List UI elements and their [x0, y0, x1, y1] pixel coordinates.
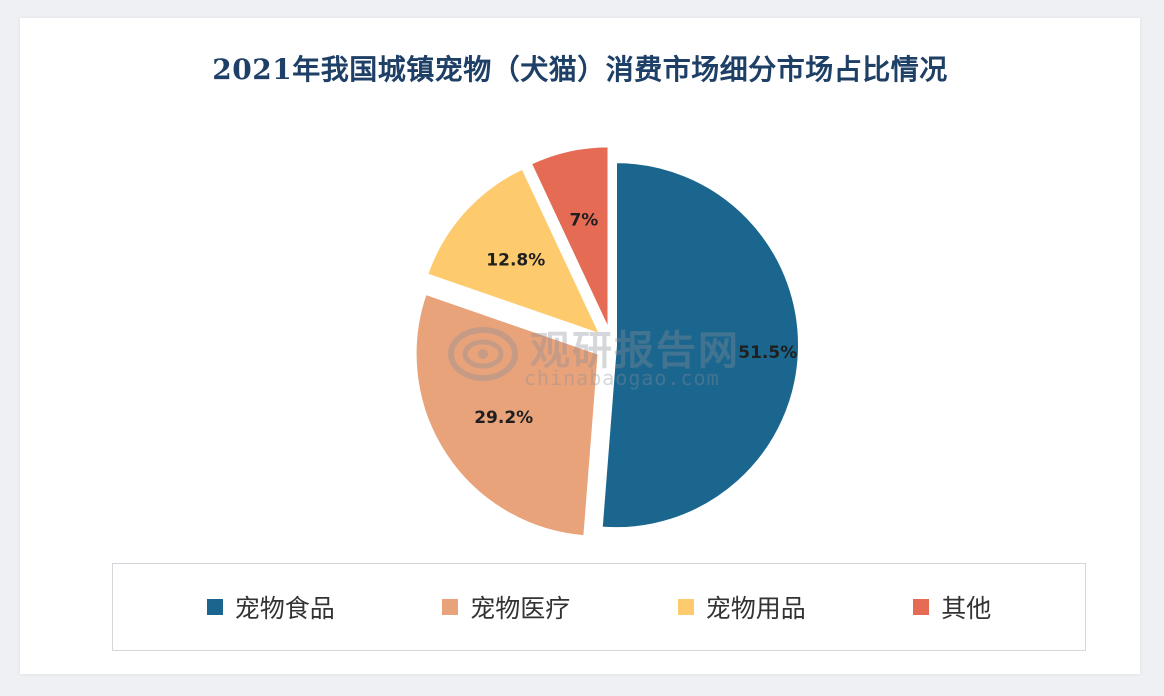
- legend-label: 宠物医疗: [470, 594, 571, 623]
- pie-slice-4: [529, 145, 610, 330]
- legend-label: 其他: [941, 594, 992, 623]
- legend-swatch: [677, 599, 694, 615]
- legend-item-3: 宠物用品: [677, 589, 806, 625]
- chart-title: 2021年我国城镇宠物（犬猫）消费市场细分市场占比情况: [212, 53, 948, 86]
- chart-card: 2021年我国城镇宠物（犬猫）消费市场细分市场占比情况 51.5% 29.2% 12…: [20, 18, 1140, 674]
- legend-label: 宠物食品: [234, 594, 335, 623]
- pie-label-3: 12.8%: [486, 250, 545, 270]
- legend-swatch: [913, 599, 930, 615]
- pie-slice-2: [414, 292, 600, 538]
- pie-label-1: 51.5%: [738, 343, 797, 363]
- pie-slice-3: [425, 167, 603, 337]
- pie-chart: 51.5% 29.2% 12.8% 7%: [414, 145, 800, 538]
- legend-item-4: 其他: [913, 589, 991, 625]
- chart-legend: 宠物食品 宠物医疗 宠物用品 其他: [112, 563, 1086, 651]
- pie-slice-1: [600, 161, 800, 530]
- pie-label-2: 29.2%: [474, 408, 533, 428]
- legend-label: 宠物用品: [705, 594, 806, 623]
- legend-item-1: 宠物食品: [206, 589, 335, 625]
- legend-swatch: [206, 599, 223, 615]
- legend-item-2: 宠物医疗: [442, 589, 570, 625]
- legend-swatch: [442, 599, 459, 615]
- pie-label-4: 7%: [569, 211, 598, 231]
